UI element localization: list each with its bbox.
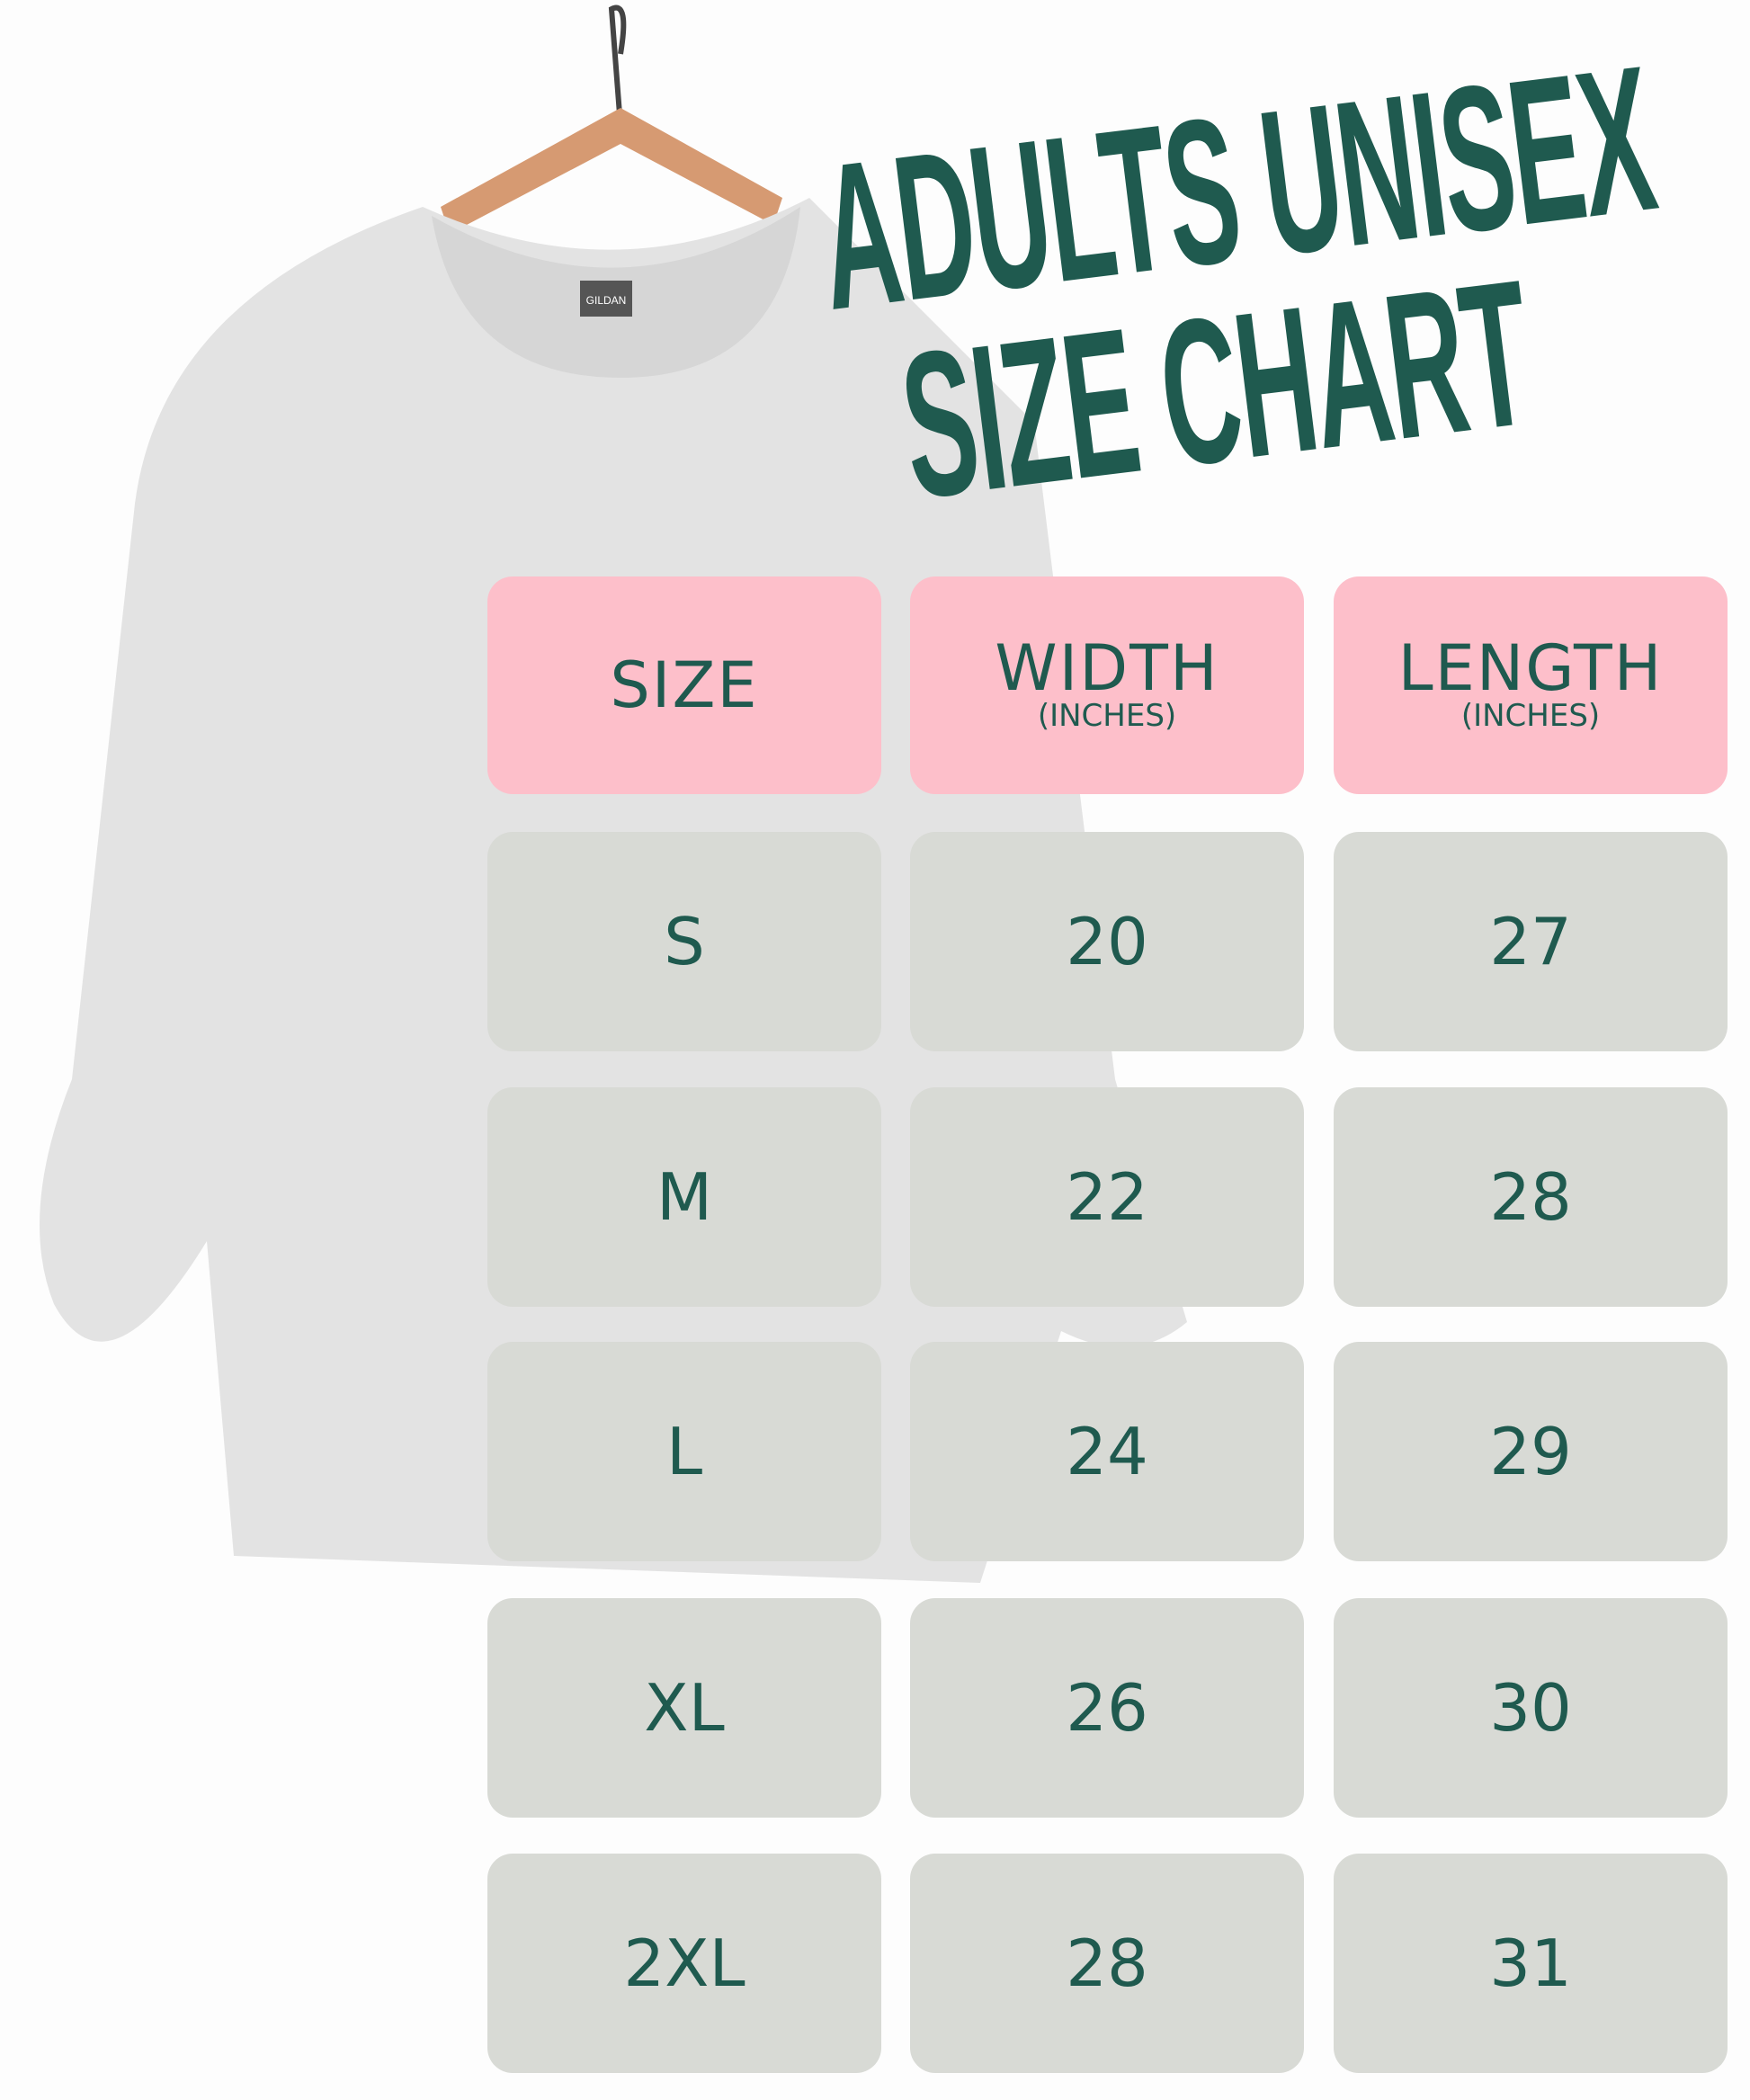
cell-size: M <box>487 1087 881 1307</box>
cell-value: 31 <box>1489 1926 1572 2001</box>
cell-value: 28 <box>1489 1159 1572 1235</box>
cell-value: 29 <box>1489 1414 1572 1489</box>
cell-size: XL <box>487 1598 881 1818</box>
header-unit: (INCHES) <box>1037 698 1177 735</box>
cell-length: 31 <box>1334 1854 1728 2073</box>
cell-width: 22 <box>910 1087 1304 1307</box>
cell-value: 26 <box>1066 1670 1148 1746</box>
cell-length: 27 <box>1334 832 1728 1051</box>
cell-length: 28 <box>1334 1087 1728 1307</box>
header-label: LENGTH <box>1397 631 1664 706</box>
cell-length: 29 <box>1334 1342 1728 1561</box>
cell-value: 20 <box>1066 904 1148 979</box>
hanger-icon <box>441 108 782 234</box>
cell-value: M <box>656 1159 713 1235</box>
cell-length: 30 <box>1334 1598 1728 1818</box>
cell-value: L <box>665 1414 703 1489</box>
header-label: WIDTH <box>995 631 1219 706</box>
cell-value: 22 <box>1066 1159 1148 1235</box>
header-label: SIZE <box>610 648 759 722</box>
cell-value: 2XL <box>623 1926 746 2001</box>
cell-value: 28 <box>1066 1926 1148 2001</box>
cell-width: 26 <box>910 1598 1304 1818</box>
cell-value: XL <box>644 1670 725 1746</box>
cell-size: S <box>487 832 881 1051</box>
cell-value: 30 <box>1489 1670 1572 1746</box>
cell-size: L <box>487 1342 881 1561</box>
cell-value: S <box>664 904 705 979</box>
cell-value: 27 <box>1489 904 1572 979</box>
cell-size: 2XL <box>487 1854 881 2073</box>
header-unit: (INCHES) <box>1460 698 1601 735</box>
hanger-hook-icon <box>608 4 627 127</box>
cell-width: 20 <box>910 832 1304 1051</box>
header-size: SIZE <box>487 576 881 794</box>
garment-tag: GILDAN <box>586 294 627 307</box>
cell-value: 24 <box>1066 1414 1148 1489</box>
cell-width: 24 <box>910 1342 1304 1561</box>
cell-width: 28 <box>910 1854 1304 2073</box>
header-width: WIDTH (INCHES) <box>910 576 1304 794</box>
header-length: LENGTH (INCHES) <box>1334 576 1728 794</box>
